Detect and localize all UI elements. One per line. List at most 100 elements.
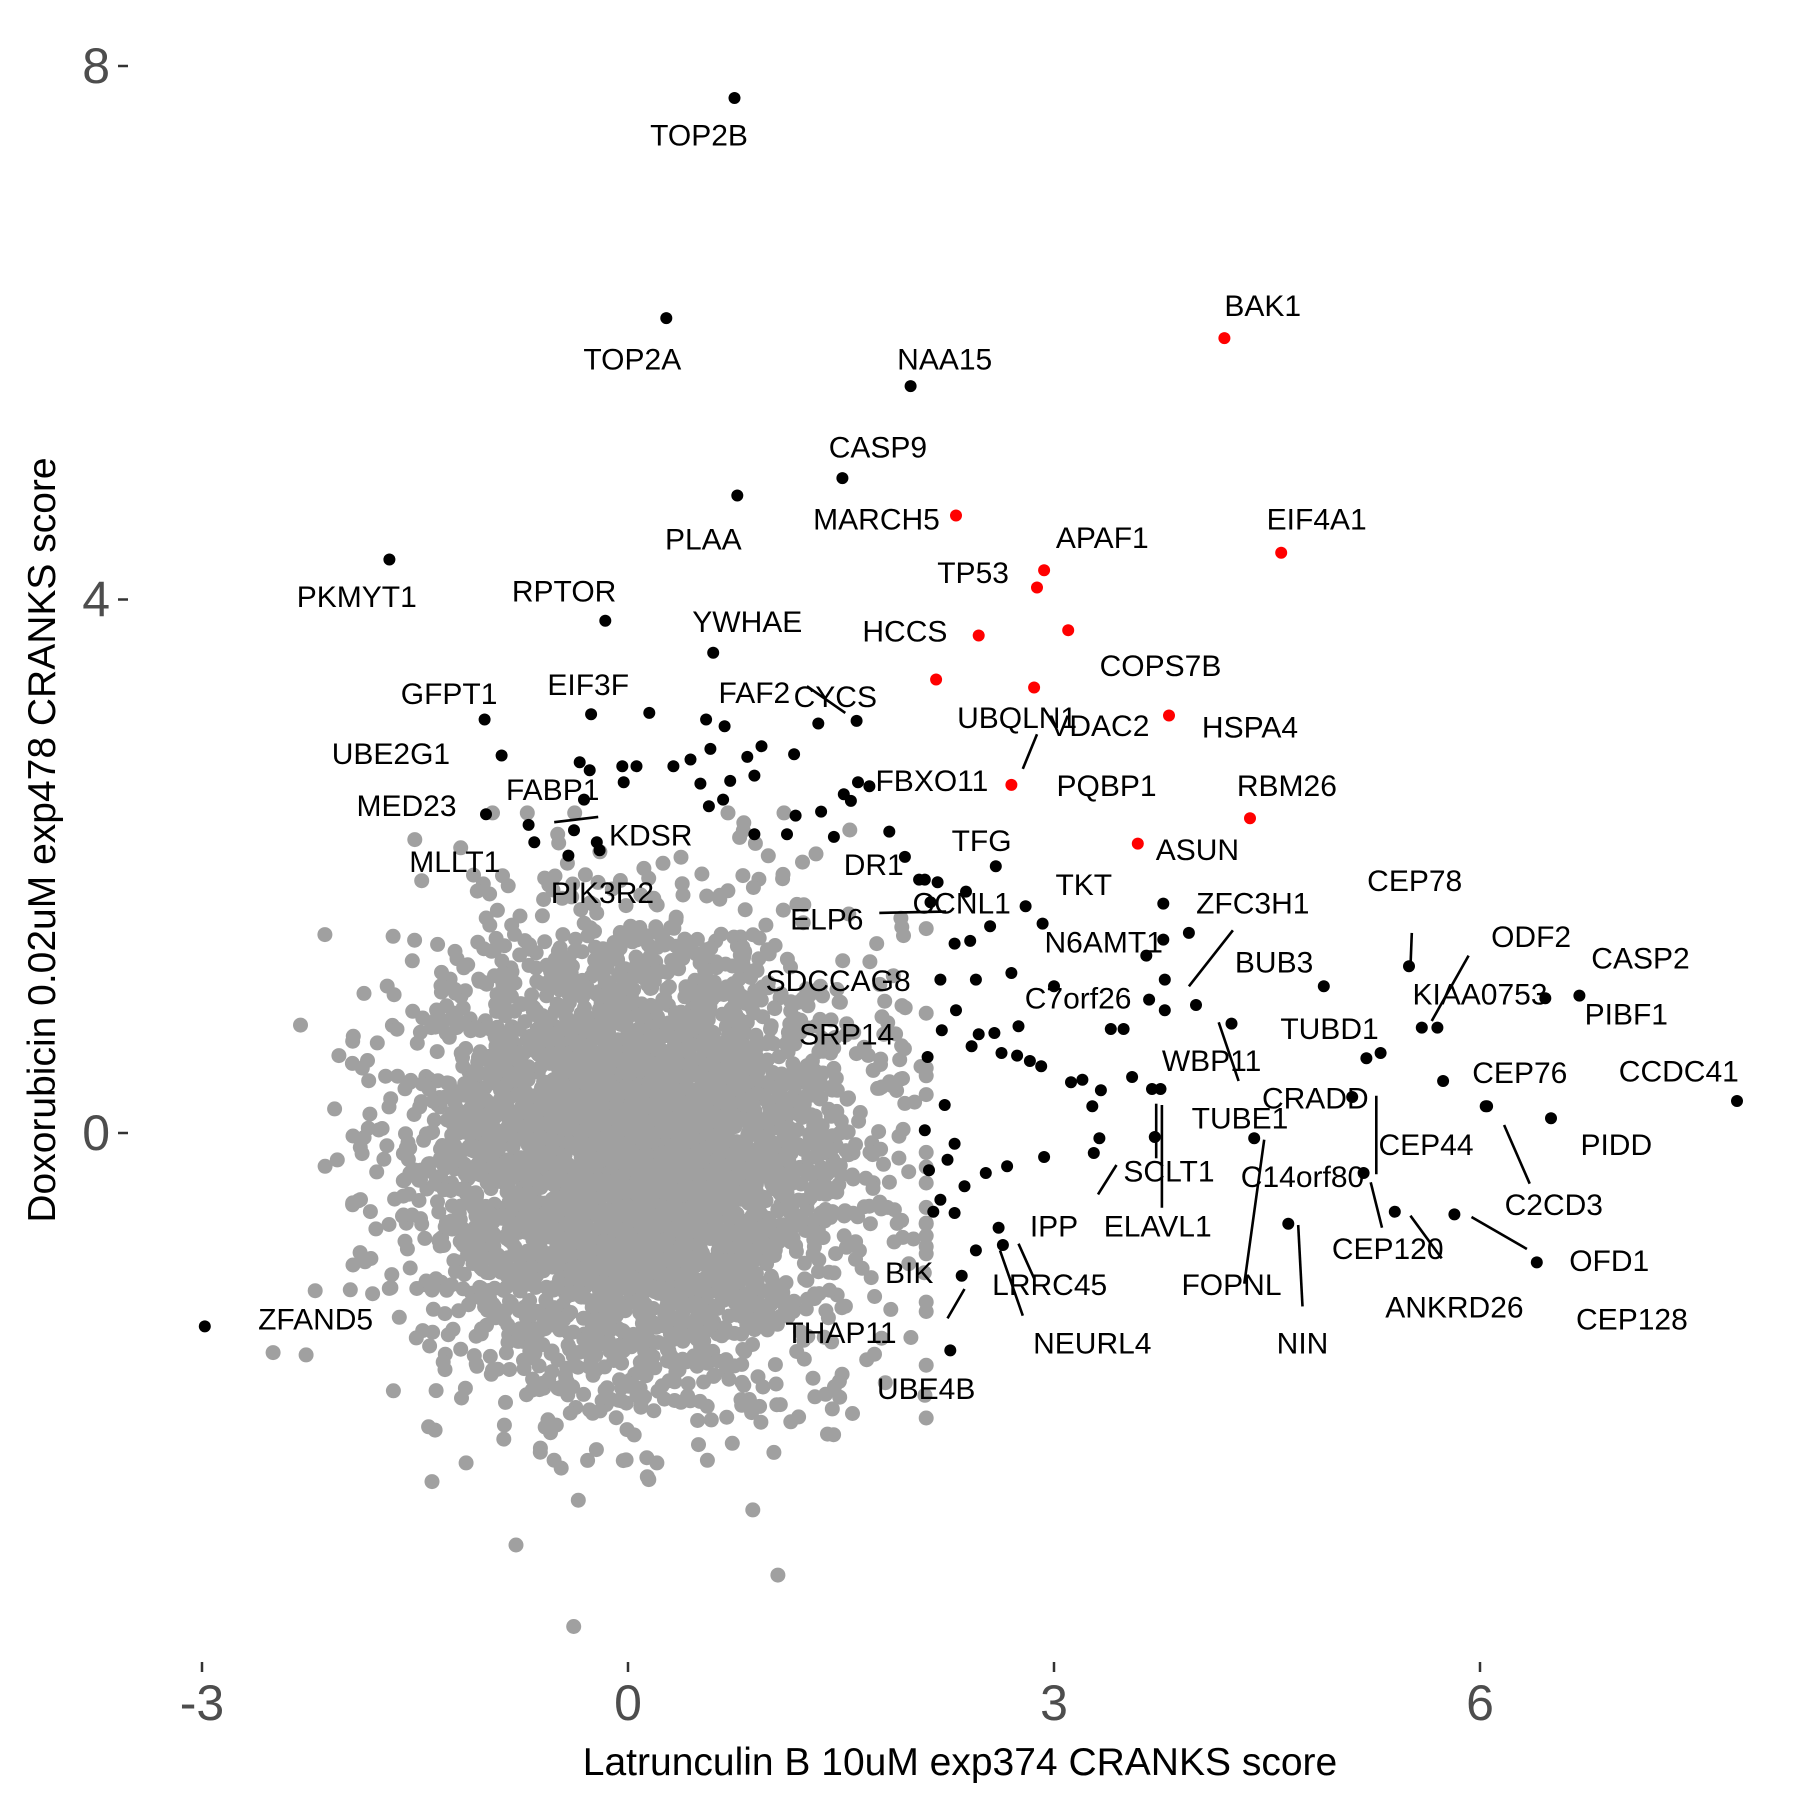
background-point: [627, 1157, 643, 1173]
background-point: [510, 1275, 526, 1290]
background-point: [428, 1383, 444, 1399]
background-point: [721, 1371, 737, 1387]
background-point: [680, 1376, 696, 1392]
background-point: [703, 1196, 719, 1211]
background-point: [606, 988, 622, 1004]
background-point: [444, 1198, 460, 1214]
background-point: [726, 1325, 742, 1341]
background-point: [603, 1077, 619, 1093]
background-point: [327, 1101, 343, 1117]
point-bak1: [1218, 332, 1231, 345]
background-point: [824, 1401, 840, 1417]
background-point: [885, 968, 901, 984]
background-point: [438, 1214, 454, 1230]
background-point: [713, 1184, 729, 1200]
label-hccs: HCCS: [862, 616, 947, 649]
background-point: [519, 805, 535, 821]
background-point: [646, 890, 662, 906]
background-point: [639, 928, 655, 944]
background-point: [775, 1285, 791, 1300]
background-point: [489, 902, 505, 918]
point-casp2: [1573, 989, 1586, 1002]
background-point: [484, 943, 500, 959]
background-point: [781, 1028, 797, 1044]
background-point: [753, 1169, 769, 1185]
background-point: [401, 1186, 417, 1202]
background-point: [713, 926, 729, 942]
label-top2b: TOP2B: [650, 119, 748, 152]
background-point: [633, 1175, 649, 1191]
label-thap11: THAP11: [785, 1317, 896, 1350]
background-point: [770, 1567, 786, 1583]
background-point: [812, 1091, 828, 1107]
label-pibf1: PIBF1: [1585, 998, 1668, 1031]
background-point: [624, 1238, 640, 1254]
label-cep128: CEP128: [1576, 1304, 1688, 1337]
background-point: [652, 1041, 668, 1057]
background-point: [719, 1409, 735, 1425]
background-point: [758, 1036, 774, 1052]
background-point: [504, 917, 520, 933]
background-point: [585, 1020, 601, 1035]
hit-point: [1065, 1076, 1077, 1089]
background-point: [386, 987, 402, 1003]
point-thap11: [955, 1269, 968, 1282]
background-point: [524, 1382, 540, 1398]
background-point: [737, 1214, 753, 1230]
background-point: [655, 1145, 671, 1161]
background-point: [728, 1006, 744, 1022]
hit-point: [704, 742, 717, 755]
x-tick-label: 0: [614, 1675, 642, 1731]
background-point: [498, 1394, 513, 1410]
background-point: [686, 1009, 701, 1025]
point-pik3r2: [593, 844, 606, 857]
background-point: [604, 1189, 620, 1205]
background-point: [918, 1175, 934, 1191]
background-point: [345, 1257, 361, 1273]
background-point: [479, 1175, 495, 1191]
background-point: [881, 1174, 897, 1190]
background-point: [763, 1018, 779, 1034]
background-point: [749, 1085, 765, 1101]
background-point: [719, 1238, 734, 1254]
background-point: [738, 1240, 754, 1256]
background-point: [397, 1172, 413, 1188]
background-point: [633, 1359, 649, 1375]
background-point: [422, 1156, 438, 1172]
background-point: [888, 1026, 904, 1042]
background-point: [505, 1139, 521, 1155]
background-point: [614, 1298, 630, 1314]
background-point: [534, 908, 550, 924]
hit-point: [958, 1180, 971, 1193]
background-point: [814, 1037, 830, 1053]
background-point: [573, 902, 589, 918]
background-point: [554, 1161, 570, 1177]
background-point: [549, 1255, 565, 1271]
background-point: [745, 988, 760, 1004]
background-point: [512, 1249, 527, 1265]
hit-point: [972, 1028, 985, 1041]
background-point: [823, 1012, 839, 1028]
background-point: [829, 982, 845, 997]
background-point: [532, 1444, 548, 1460]
point-asun: [1131, 837, 1144, 850]
background-point: [752, 1398, 768, 1414]
background-point: [824, 1204, 840, 1220]
point-fbxo11: [852, 776, 864, 789]
point-mllt1: [528, 836, 541, 849]
background-point: [779, 1221, 795, 1237]
background-point: [624, 970, 640, 986]
background-point: [873, 1141, 889, 1157]
background-point: [832, 1389, 848, 1405]
background-point: [737, 1344, 753, 1360]
background-point: [869, 936, 885, 952]
background-point: [537, 870, 553, 886]
background-point: [799, 1058, 815, 1074]
background-point: [461, 1230, 477, 1246]
background-point: [453, 1341, 469, 1357]
background-point: [679, 1354, 695, 1370]
background-point: [454, 1390, 469, 1406]
point-c14orf80: [1346, 1091, 1359, 1103]
background-point: [918, 1087, 934, 1103]
label-ywhae: YWHAE: [692, 606, 802, 639]
